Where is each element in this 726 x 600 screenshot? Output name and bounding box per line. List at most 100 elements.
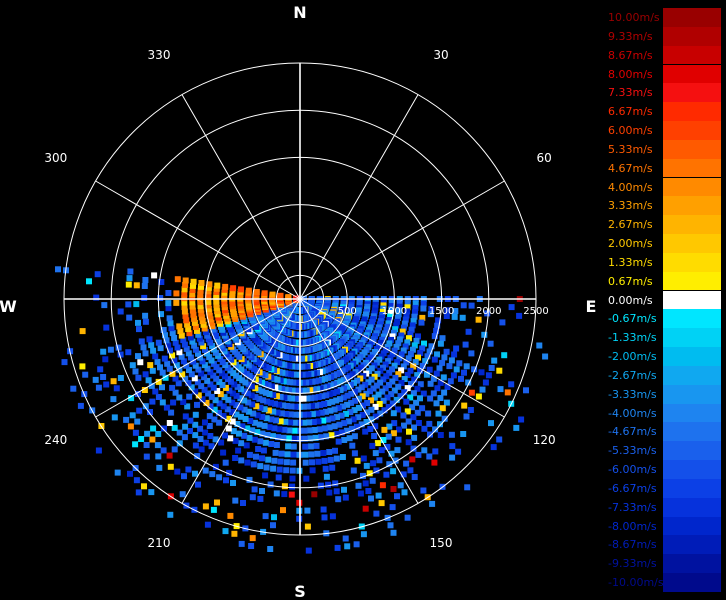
velocity-cell bbox=[205, 336, 212, 343]
velocity-cell bbox=[257, 404, 264, 411]
velocity-cell bbox=[214, 282, 221, 289]
velocity-cell bbox=[142, 312, 149, 319]
velocity-cell bbox=[141, 387, 148, 393]
velocity-cell bbox=[321, 384, 328, 391]
velocity-cell bbox=[176, 349, 183, 356]
velocity-cell bbox=[182, 413, 189, 420]
velocity-cell bbox=[385, 404, 392, 410]
velocity-cell bbox=[209, 323, 216, 330]
velocity-cell bbox=[434, 385, 441, 392]
velocity-cell bbox=[311, 491, 318, 498]
velocity-cell bbox=[396, 303, 403, 310]
velocity-cell bbox=[171, 446, 178, 453]
velocity-cell bbox=[135, 374, 142, 381]
velocity-cell bbox=[211, 406, 218, 413]
velocity-cell bbox=[257, 495, 264, 502]
velocity-cell bbox=[140, 344, 147, 351]
velocity-cell bbox=[304, 403, 311, 410]
velocity-cell bbox=[135, 353, 141, 360]
range-label: 500 bbox=[338, 306, 357, 317]
velocity-cell bbox=[360, 472, 366, 479]
velocity-cell bbox=[315, 394, 322, 400]
velocity-cell bbox=[309, 467, 316, 474]
velocity-cell bbox=[176, 394, 183, 401]
velocity-cell bbox=[238, 540, 245, 547]
velocity-cell bbox=[238, 440, 245, 447]
velocity-cell bbox=[110, 378, 117, 385]
velocity-cell bbox=[484, 310, 491, 317]
velocity-cell bbox=[468, 389, 475, 396]
velocity-cell bbox=[283, 459, 290, 466]
bearing-label: 60 bbox=[537, 151, 552, 165]
velocity-cell bbox=[283, 467, 290, 474]
velocity-cell bbox=[371, 394, 378, 401]
velocity-cell bbox=[329, 513, 336, 520]
velocity-cell bbox=[237, 395, 244, 402]
velocity-cell bbox=[412, 300, 419, 307]
velocity-cell bbox=[400, 363, 407, 370]
velocity-cell bbox=[129, 412, 136, 419]
velocity-cell bbox=[202, 467, 209, 474]
velocity-cell bbox=[388, 450, 395, 457]
velocity-cell bbox=[216, 474, 223, 481]
velocity-cell bbox=[101, 302, 108, 309]
velocity-cell bbox=[127, 268, 134, 275]
velocity-cell bbox=[180, 399, 187, 405]
velocity-cell bbox=[224, 406, 231, 413]
velocity-cell bbox=[162, 374, 169, 381]
velocity-cell bbox=[160, 327, 167, 333]
velocity-cell bbox=[351, 450, 358, 457]
velocity-cell bbox=[394, 493, 400, 500]
colorbar-swatch bbox=[663, 215, 721, 234]
velocity-cell bbox=[359, 411, 366, 418]
velocity-cell bbox=[404, 300, 411, 307]
velocity-cell bbox=[281, 426, 288, 433]
velocity-cell bbox=[367, 426, 374, 432]
velocity-cell bbox=[220, 449, 227, 456]
velocity-cell bbox=[432, 448, 439, 455]
velocity-cell bbox=[167, 320, 174, 327]
velocity-cell bbox=[307, 435, 314, 442]
velocity-cell bbox=[326, 489, 333, 496]
colorbar-label: 3.33m/s bbox=[608, 199, 653, 213]
velocity-cell bbox=[304, 523, 311, 530]
velocity-cell bbox=[292, 395, 299, 402]
colorbar-entry: 2.67m/s bbox=[605, 215, 726, 234]
colorbar-label: -9.33m/s bbox=[608, 557, 657, 571]
velocity-cell bbox=[197, 306, 204, 313]
velocity-cell bbox=[271, 425, 278, 432]
velocity-cell bbox=[202, 429, 209, 436]
velocity-cell bbox=[268, 383, 275, 390]
velocity-cell bbox=[309, 459, 315, 466]
velocity-cell bbox=[273, 490, 280, 497]
velocity-cell bbox=[150, 425, 157, 432]
velocity-cell bbox=[380, 302, 387, 309]
velocity-cell bbox=[142, 318, 149, 325]
colorbar-swatch bbox=[663, 478, 721, 498]
velocity-cell bbox=[288, 403, 295, 410]
colorbar-swatch bbox=[663, 535, 721, 555]
velocity-cell bbox=[262, 513, 269, 520]
velocity-cell bbox=[430, 375, 437, 382]
velocity-cell bbox=[125, 349, 132, 356]
velocity-cell bbox=[217, 356, 224, 362]
velocity-cell bbox=[412, 309, 418, 316]
velocity-cell bbox=[191, 315, 198, 322]
velocity-cell bbox=[142, 371, 149, 378]
velocity-cell bbox=[173, 362, 180, 369]
velocity-cell bbox=[436, 365, 443, 372]
velocity-cell bbox=[289, 395, 295, 402]
velocity-cell bbox=[335, 496, 342, 503]
velocity-cell bbox=[184, 321, 191, 328]
velocity-cell bbox=[189, 291, 196, 298]
velocity-cell bbox=[271, 514, 277, 521]
velocity-cell bbox=[383, 327, 390, 334]
velocity-cell bbox=[388, 303, 395, 309]
velocity-cell bbox=[415, 451, 422, 458]
velocity-cell bbox=[181, 286, 188, 293]
velocity-cell bbox=[192, 388, 199, 395]
velocity-cell bbox=[136, 407, 143, 414]
velocity-cell bbox=[404, 514, 411, 521]
colorbar-swatch bbox=[663, 309, 721, 329]
velocity-cell bbox=[199, 358, 206, 365]
